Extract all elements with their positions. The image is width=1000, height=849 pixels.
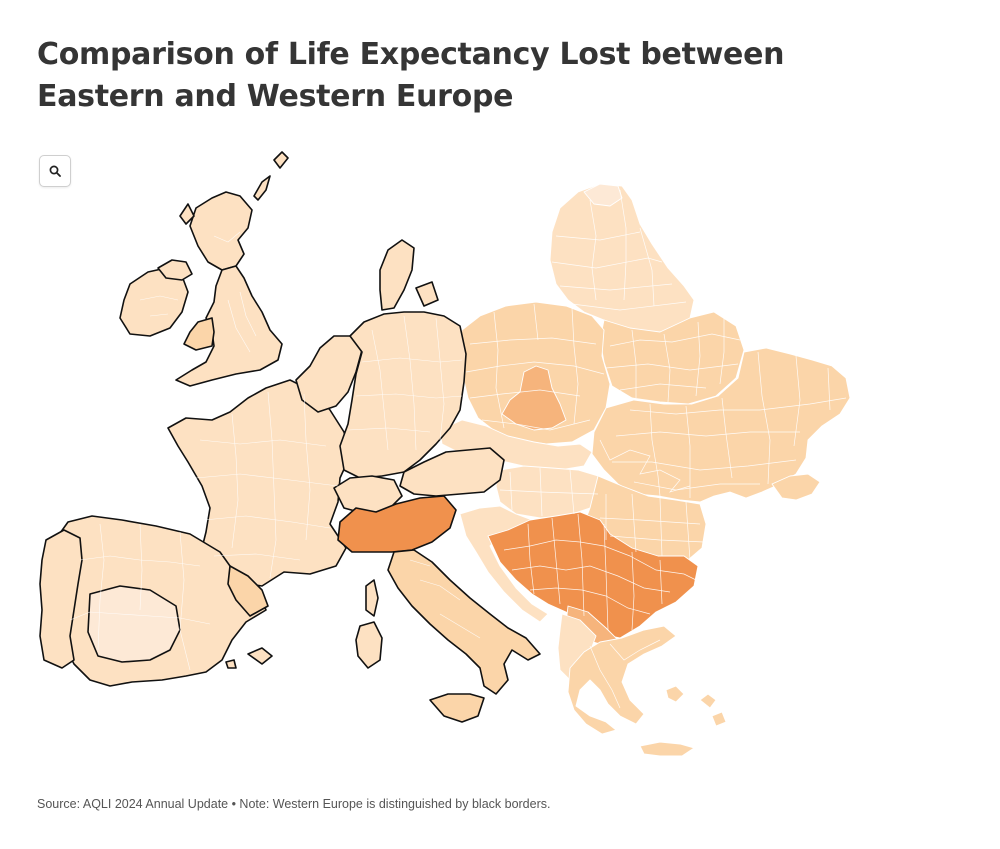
region-aegean-islands[interactable] <box>665 685 727 727</box>
region-scotland-islands[interactable] <box>179 151 289 225</box>
region-italy[interactable] <box>387 549 541 695</box>
region-crete[interactable] <box>639 741 695 757</box>
region-northern-ireland[interactable] <box>157 259 193 281</box>
region-spain-east[interactable] <box>227 565 269 617</box>
western-internal-borders <box>69 231 481 671</box>
eastern-internal-borders <box>465 189 847 709</box>
region-spain-center[interactable] <box>87 585 181 663</box>
region-sicily[interactable] <box>429 693 485 723</box>
region-crimea[interactable] <box>771 473 821 501</box>
search-icon <box>49 165 61 177</box>
region-wales[interactable] <box>183 317 215 351</box>
source-note: Source: AQLI 2024 Annual Update • Note: … <box>37 797 551 811</box>
region-north-estonia-light[interactable] <box>583 183 623 207</box>
region-greece[interactable] <box>567 625 677 735</box>
region-denmark[interactable] <box>379 239 439 311</box>
europe-map <box>39 151 851 757</box>
western-europe-regions <box>39 151 541 723</box>
region-portugal[interactable] <box>39 529 83 669</box>
region-austria[interactable] <box>399 447 505 497</box>
region-slovenia-croatia[interactable] <box>459 505 549 623</box>
region-northern-italy[interactable] <box>337 495 457 553</box>
region-switzerland[interactable] <box>333 475 403 515</box>
region-scotland[interactable] <box>189 191 253 271</box>
page-title: Comparison of Life Expectancy Lost betwe… <box>37 37 785 114</box>
zoom-button[interactable] <box>39 155 71 187</box>
region-sardinia[interactable] <box>355 621 383 669</box>
region-corsica[interactable] <box>365 579 379 617</box>
region-balearics[interactable] <box>225 647 273 669</box>
region-poland-high[interactable] <box>501 365 567 431</box>
region-england[interactable] <box>175 265 283 387</box>
